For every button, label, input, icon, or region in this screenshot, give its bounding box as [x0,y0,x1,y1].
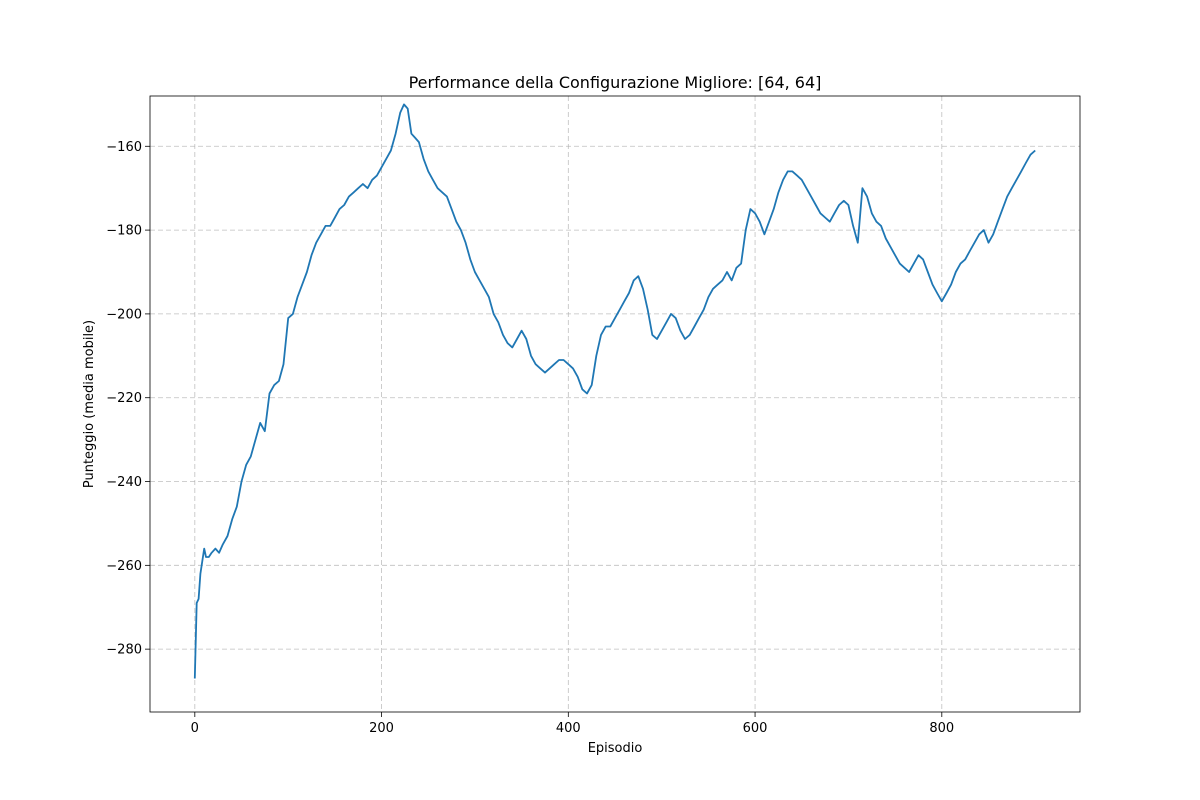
y-tick-label: −220 [106,391,142,406]
x-tick-label: 600 [743,721,768,736]
x-tick-label: 200 [369,721,394,736]
y-axis: −280 −260 −240 −220 −200 −180 −160 [106,140,150,658]
y-tick-label: −260 [106,559,142,574]
y-axis-label: Punteggio (media mobile) [82,320,97,488]
grid [150,96,1080,712]
x-tick-label: 800 [929,721,954,736]
x-axis: 0 200 400 600 800 [191,712,954,736]
y-tick-label: −160 [106,140,142,155]
plot-frame [149,95,1081,713]
x-axis-label: Episodio [588,741,643,756]
series-layer [193,103,1036,679]
series-line [193,103,1036,679]
y-tick-label: −200 [106,307,142,322]
chart-title: Performance della Configurazione Miglior… [409,73,822,92]
x-tick-label: 0 [191,721,199,736]
y-tick-label: −240 [106,475,142,490]
y-tick-label: −180 [106,224,142,239]
y-tick-label: −280 [106,643,142,658]
x-tick-label: 400 [556,721,581,736]
